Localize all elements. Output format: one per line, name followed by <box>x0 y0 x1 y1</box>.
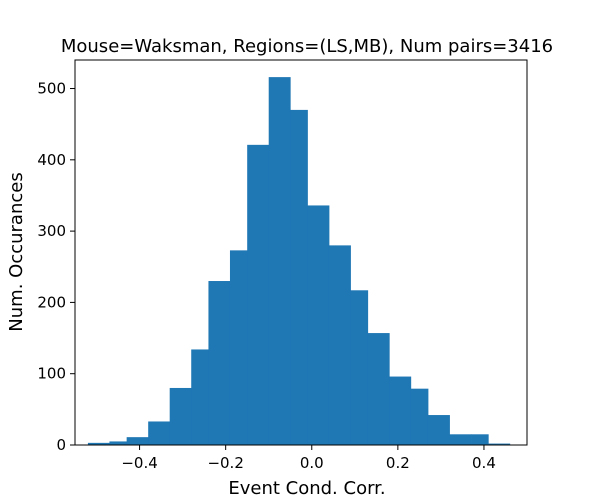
y-tick-label: 100 <box>37 365 66 383</box>
histogram-bar <box>307 205 330 445</box>
chart-title: Mouse=Waksman, Regions=(LS,MB), Num pair… <box>61 36 553 57</box>
histogram-bar <box>410 388 429 445</box>
histogram-bar <box>229 250 248 445</box>
x-axis-label: Event Cond. Corr. <box>228 478 385 499</box>
histogram-bar <box>290 109 308 445</box>
histogram-bar <box>169 387 192 445</box>
histogram-bar <box>427 415 450 445</box>
x-tick-label: 0.0 <box>300 454 324 472</box>
histogram-bar <box>208 281 231 445</box>
y-axis-label: Num. Occurances <box>6 172 27 331</box>
histogram-bar <box>87 442 110 445</box>
y-tick-label: 400 <box>37 151 66 169</box>
x-tick-label: 0.4 <box>472 454 496 472</box>
y-tick-label: 500 <box>37 80 66 98</box>
y-axis-ticks: 0 100 200 300 400 500 <box>37 80 75 454</box>
histogram-bar <box>191 349 209 445</box>
x-tick-label: 0.2 <box>386 454 410 472</box>
x-axis-ticks: −0.4 −0.2 0.0 0.2 0.4 <box>121 445 496 472</box>
histogram-bar <box>367 333 390 445</box>
x-tick-label: −0.4 <box>121 454 157 472</box>
histogram-bar <box>328 245 351 445</box>
y-tick-label: 200 <box>37 293 66 311</box>
histogram-bar <box>488 443 511 445</box>
x-tick-label: −0.2 <box>207 454 243 472</box>
histogram-bar <box>471 434 489 445</box>
histogram-bar <box>389 376 412 445</box>
histogram-bar <box>247 144 270 445</box>
histogram-bars <box>87 77 511 445</box>
histogram-bar <box>268 77 291 445</box>
histogram-bar <box>449 434 472 445</box>
histogram-bar <box>148 421 171 445</box>
y-tick-label: 300 <box>37 222 66 240</box>
histogram-bar <box>350 290 369 445</box>
histogram-bar <box>126 437 149 445</box>
plot-frame <box>74 59 528 446</box>
histogram-bar <box>109 441 128 445</box>
y-tick-label: 0 <box>56 436 66 454</box>
